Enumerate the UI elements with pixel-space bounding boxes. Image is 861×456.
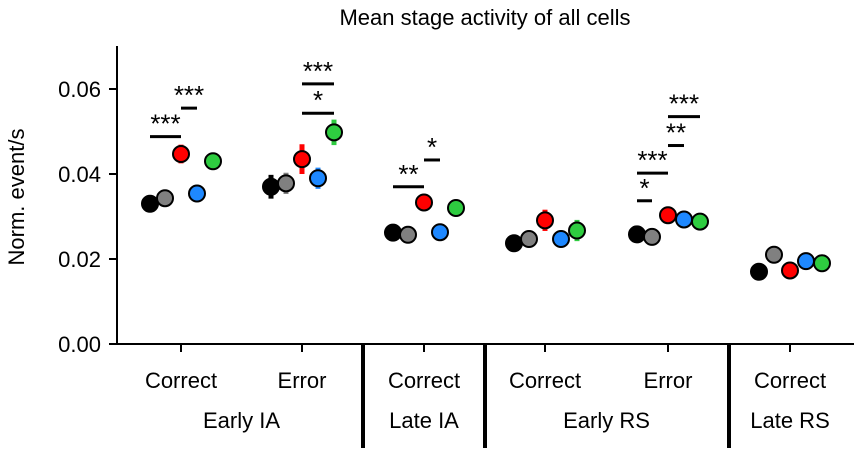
data-point [750,262,768,281]
data-point [204,152,222,171]
significance-label: ** [398,159,418,189]
data-point [293,150,311,169]
chart-title: Mean stage activity of all cells [339,5,630,30]
data-point [447,199,465,217]
significance-annotations: ****** **************** [150,56,700,203]
x-tick-label: Correct [509,368,581,393]
data-point [325,123,343,142]
data-point [765,245,783,264]
y-ticks: 0.00 0.02 0.04 0.06 [58,77,117,357]
data-point [262,177,280,196]
significance-label: * [313,85,323,115]
x-tick-label: Correct [388,368,460,393]
data-point [643,227,661,246]
data-point [505,234,523,253]
x-tick-label: Error [644,368,693,393]
data-point [431,223,449,242]
data-point [172,145,190,164]
significance-label: *** [669,89,699,119]
y-tick-label: 0.06 [58,77,101,102]
y-axis-label: Norm. event/s [4,129,29,266]
y-tick-label: 0.04 [58,162,101,187]
data-point [156,189,174,208]
data-point [628,225,646,244]
data-point [536,211,554,230]
group-label: Late RS [750,408,830,433]
y-tick-label: 0.00 [58,332,101,357]
data-point [520,230,538,249]
data-point [797,252,815,271]
data-point [781,261,799,280]
significance-label: ** [666,118,686,148]
data-point [691,212,709,231]
data-point [188,184,206,203]
data-point [415,193,433,212]
data-point [141,194,159,213]
x-ticks: Correct Error Correct Correct Error Correct [145,344,826,393]
data-point [675,210,693,229]
data-point [309,169,327,188]
x-tick-label: Correct [754,368,826,393]
group-label: Early RS [563,408,650,433]
significance-label: * [427,132,437,162]
data-point [568,221,586,240]
significance-label: *** [303,56,333,86]
data-point [552,230,570,249]
x-tick-label: Error [278,368,327,393]
significance-label: *** [174,80,204,110]
significance-label: *** [637,145,667,175]
data-point [813,254,831,273]
data-point [659,206,677,225]
data-point [399,225,417,244]
data-point [384,223,402,242]
group-dividers [361,344,731,448]
group-label: Late IA [389,408,459,433]
significance-label: *** [150,109,180,139]
data-point [277,174,295,193]
group-label: Early IA [203,408,280,433]
x-tick-label: Correct [145,368,217,393]
y-tick-label: 0.02 [58,247,101,272]
group-labels: Early IA Late IA Early RS Late RS [203,408,830,433]
significance-label: * [639,173,649,203]
data-marks [141,119,831,281]
